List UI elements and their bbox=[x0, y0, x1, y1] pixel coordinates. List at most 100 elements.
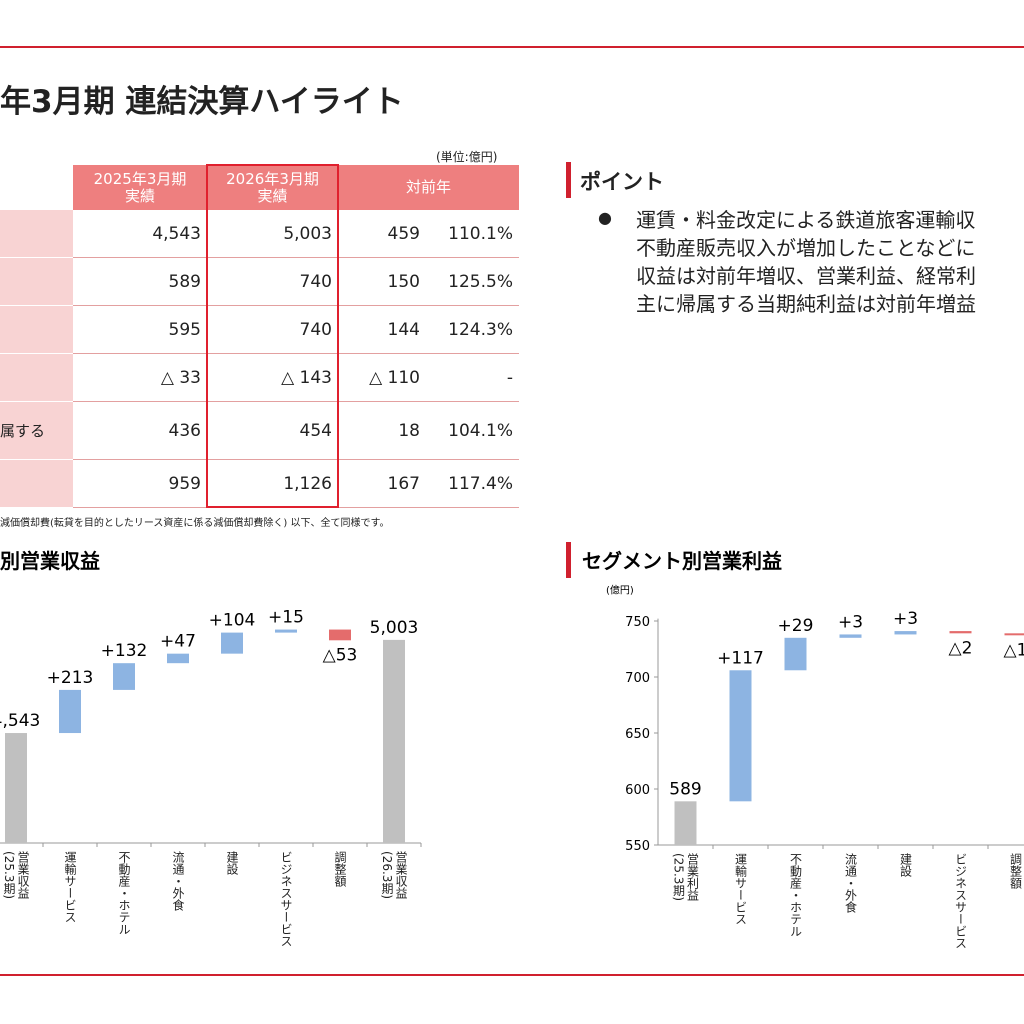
header-cell: 2025年3月期 実績 bbox=[73, 165, 207, 210]
table-cell: 740 bbox=[207, 306, 338, 354]
bar bbox=[221, 632, 243, 654]
value-label: △53 bbox=[323, 645, 358, 665]
row-label bbox=[0, 460, 73, 508]
point-heading: ポイント bbox=[580, 170, 664, 194]
y-tick-label: 650 bbox=[625, 727, 650, 742]
x-tick-label: 建設 bbox=[898, 853, 913, 877]
header-cell: 対前年 bbox=[338, 165, 519, 210]
table-cell: 18 bbox=[338, 402, 426, 460]
y-tick-label: 600 bbox=[625, 783, 650, 798]
table-cell: 124.3% bbox=[426, 306, 519, 354]
chart-title: 別営業収益 bbox=[0, 549, 100, 573]
value-label: △1 bbox=[1004, 640, 1024, 660]
y-tick-label: 750 bbox=[625, 615, 650, 630]
bar bbox=[729, 670, 752, 802]
point-line: 主に帰属する当期純利益は対前年増益 bbox=[636, 292, 976, 316]
chart-title: セグメント別営業利益 bbox=[582, 549, 782, 573]
bottom-rule bbox=[0, 974, 1024, 976]
bar bbox=[167, 653, 189, 664]
x-tick-label: 営業収益 (25.3期) bbox=[2, 851, 30, 900]
table-cell: 589 bbox=[73, 258, 207, 306]
table-cell: 104.1% bbox=[426, 402, 519, 460]
point-line: 収益は対前年増収、営業利益、経常利 bbox=[636, 264, 976, 288]
row-label bbox=[0, 258, 73, 306]
x-tick-label: 不動産・ホテル bbox=[788, 853, 803, 937]
table-cell: 4,543 bbox=[73, 210, 207, 258]
table-cell: 150 bbox=[338, 258, 426, 306]
row-label: 属する bbox=[0, 402, 73, 460]
value-label: 4,543 bbox=[0, 711, 40, 731]
x-tick-label: 営業利益 (25.3期) bbox=[671, 853, 700, 902]
x-tick-label: 流通・外食 bbox=[171, 851, 185, 911]
value-label: +29 bbox=[778, 616, 814, 636]
bar bbox=[784, 637, 807, 671]
table-cell: 436 bbox=[73, 402, 207, 460]
x-tick-label: 運輸サービス bbox=[733, 853, 748, 925]
y-unit: (億円) bbox=[606, 584, 634, 597]
row-label bbox=[0, 354, 73, 402]
table-cell: - bbox=[426, 354, 519, 402]
value-label: +213 bbox=[47, 668, 94, 688]
table-cell: 5,003 bbox=[207, 210, 338, 258]
table-cell: 595 bbox=[73, 306, 207, 354]
value-label: +3 bbox=[893, 609, 918, 629]
table-cell: 740 bbox=[207, 258, 338, 306]
y-tick-label: 700 bbox=[625, 671, 650, 686]
table-cell: 459 bbox=[338, 210, 426, 258]
table-cell: 117.4% bbox=[426, 460, 519, 508]
row-label bbox=[0, 306, 73, 354]
value-label: +47 bbox=[160, 632, 196, 652]
x-tick-label: 調整額 bbox=[1008, 853, 1023, 889]
bar bbox=[949, 631, 972, 634]
x-tick-label: 流通・外食 bbox=[843, 853, 858, 913]
chart: 別営業収益 4,543 +213 +132 +47 +104 +15 △53 5,003 bbox=[0, 549, 422, 847]
bar bbox=[329, 629, 351, 641]
table-cell: △ 143 bbox=[207, 354, 338, 402]
bar bbox=[113, 663, 135, 690]
table-note: 減価償却費(転貸を目的としたリース資産に係る減価償却費除く) 以下、全て同様です… bbox=[0, 518, 390, 529]
heading-bar bbox=[566, 162, 571, 198]
chart: セグメント別営業利益 (億円) 550 600 650 700 750 589 +117 +29 +… bbox=[582, 549, 1024, 854]
bar bbox=[5, 733, 27, 843]
bar bbox=[275, 629, 297, 633]
highlight-box bbox=[206, 164, 339, 508]
top-rule bbox=[0, 46, 1024, 48]
value-label: +3 bbox=[838, 612, 863, 632]
table-cell: 125.5% bbox=[426, 258, 519, 306]
value-label: 589 bbox=[669, 779, 701, 799]
point-line: 不動産販売収入が増加したことなどに bbox=[636, 236, 976, 260]
value-label: +15 bbox=[268, 608, 304, 628]
table-cell: 110.1% bbox=[426, 210, 519, 258]
y-tick-label: 550 bbox=[625, 839, 650, 854]
table-cell: 144 bbox=[338, 306, 426, 354]
value-label: △2 bbox=[949, 638, 973, 658]
bar bbox=[1004, 633, 1024, 636]
bullet: ● bbox=[598, 208, 612, 227]
heading-bar bbox=[566, 542, 571, 578]
x-tick-label: ビジネスサービス bbox=[953, 853, 968, 949]
point-text: 運賃・料金改定による鉄道旅客運輸収 不動産販売収入が増加したことなどに 収益は対前年… bbox=[636, 206, 976, 318]
bar bbox=[59, 689, 81, 734]
x-tick-label: 営業収益 (26.3期) bbox=[380, 851, 408, 900]
point-line: 運賃・料金改定による鉄道旅客運輸収 bbox=[636, 208, 976, 232]
table-cell: △ 33 bbox=[73, 354, 207, 402]
x-tick-label: 運輸サービス bbox=[63, 851, 77, 923]
row-label bbox=[0, 210, 73, 258]
table-cell: △ 110 bbox=[338, 354, 426, 402]
table-unit: (単位:億円) bbox=[436, 150, 498, 164]
header-cell: 2026年3月期 実績 bbox=[207, 165, 338, 210]
bar bbox=[894, 631, 917, 635]
x-tick-label: 建設 bbox=[225, 851, 239, 875]
x-tick-label: 調整額 bbox=[333, 851, 347, 887]
table-cell: 454 bbox=[207, 402, 338, 460]
table-cell: 959 bbox=[73, 460, 207, 508]
bar bbox=[383, 639, 405, 843]
value-label: +117 bbox=[717, 648, 764, 668]
x-tick-label: 不動産・ホテル bbox=[117, 851, 131, 935]
bar bbox=[839, 634, 862, 638]
value-label: 5,003 bbox=[370, 618, 419, 638]
value-label: +104 bbox=[209, 611, 256, 631]
bar bbox=[674, 801, 697, 845]
slide-title: 年3月期 連結決算ハイライト bbox=[0, 84, 404, 120]
